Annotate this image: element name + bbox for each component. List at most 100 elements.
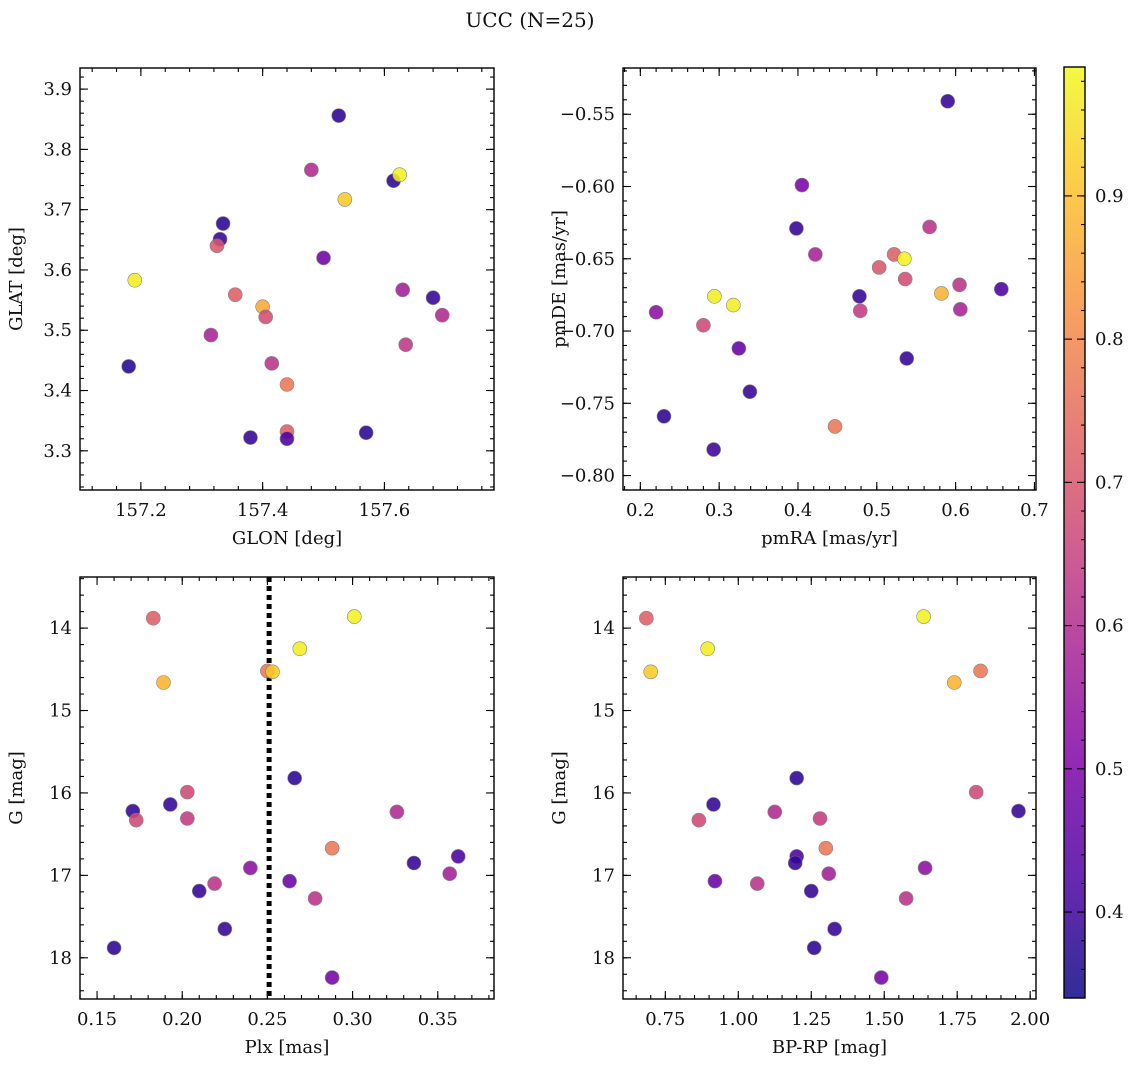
- scatter-point: [731, 341, 747, 356]
- scatter-point: [897, 271, 913, 287]
- y-tick-label: 3.3: [43, 441, 72, 462]
- scatter-point: [968, 784, 984, 800]
- scatter-panel-2: 0.2 0.3 0.4 0.5 0.6 0.7 −0.80 −0.75 −0.70 −0.65 −0…: [549, 67, 1049, 549]
- y-tick-label: −0.60: [560, 177, 615, 198]
- scatter-point: [852, 303, 868, 319]
- scatter-point: [656, 408, 672, 424]
- scatter-point: [282, 873, 297, 889]
- scatter-point: [191, 883, 207, 899]
- x-tick-label: 0.15: [77, 1009, 117, 1030]
- scatter-point: [803, 883, 819, 899]
- scatter-point: [806, 940, 822, 956]
- scatter-point: [696, 317, 711, 333]
- scatter-point: [818, 840, 834, 856]
- scatter-point: [794, 177, 810, 193]
- x-tick-label: 0.25: [247, 1009, 287, 1030]
- scatter-point: [398, 337, 414, 353]
- y-tick-label: 16: [592, 783, 615, 804]
- scatter-point: [324, 970, 340, 985]
- scatter-point: [434, 307, 450, 323]
- scatter-point: [203, 327, 219, 343]
- scatter-point: [1011, 803, 1026, 819]
- scatter-point: [395, 282, 410, 298]
- scatter-point: [180, 784, 195, 800]
- x-tick-label: 0.30: [333, 1009, 373, 1030]
- x-tick-label: 1.75: [937, 1009, 977, 1030]
- x-tick-label: 1.25: [791, 1009, 831, 1030]
- x-tick-label: 1.50: [864, 1009, 904, 1030]
- y-tick-label: −0.80: [560, 466, 615, 487]
- y-axis-label: GLAT [deg]: [6, 227, 27, 331]
- y-tick-label: −0.65: [560, 249, 615, 270]
- colorbar-tick-label: 0.7: [1095, 472, 1124, 493]
- scatter-point: [243, 860, 258, 876]
- scatter-point: [808, 247, 823, 262]
- scatter-point: [279, 431, 295, 447]
- y-tick-label: 3.8: [43, 139, 72, 160]
- scatter-point: [358, 425, 374, 441]
- scatter-point: [707, 289, 722, 304]
- scatter-point: [180, 811, 195, 826]
- scatter-point: [128, 812, 144, 828]
- scatter-point: [749, 876, 765, 891]
- scatter-point: [789, 770, 804, 786]
- x-tick-label: 0.75: [645, 1009, 685, 1030]
- y-tick-label: 3.4: [43, 381, 72, 402]
- scatter-point: [209, 238, 225, 254]
- x-tick-label: 0.6: [941, 500, 970, 521]
- colorbar: 0.4 0.5 0.6 0.7 0.8 0.9: [1063, 66, 1124, 999]
- x-tick-label: 0.4: [784, 500, 813, 521]
- colorbar-tick-label: 0.4: [1095, 902, 1124, 923]
- scatter-point: [304, 162, 319, 178]
- x-tick-label: 0.5: [862, 500, 891, 521]
- scatter-point: [227, 287, 243, 302]
- y-tick-label: 16: [49, 783, 72, 804]
- scatter-point: [639, 610, 654, 626]
- scatter-point: [264, 356, 280, 371]
- x-tick-label: 1.00: [718, 1009, 758, 1030]
- scatter-point: [127, 272, 143, 288]
- scatter-point: [307, 891, 323, 906]
- scatter-panel-1: 157.2 157.4 157.6 3.3 3.4 3.5 3.6 3.7 3.8 3.9 GLON…: [6, 67, 495, 549]
- x-tick-label: 157.6: [359, 500, 411, 521]
- y-tick-label: 15: [592, 701, 615, 722]
- scatter-point: [812, 811, 828, 826]
- scatter-point: [316, 250, 331, 266]
- scatter-point: [265, 664, 280, 680]
- x-tick-label: 0.3: [705, 500, 734, 521]
- figure-title: UCC (N=25): [465, 8, 594, 32]
- y-axis-label: G [mag]: [549, 751, 570, 824]
- y-tick-label: 15: [49, 701, 72, 722]
- scatter-point: [215, 216, 231, 231]
- scatter-point: [331, 108, 347, 123]
- colorbar-frame: [1063, 66, 1086, 999]
- scatter-panel-4: 0.75 1.00 1.25 1.50 1.75 2.00 14 15 16 17 18 BP-RP …: [549, 576, 1050, 1058]
- scatter-point: [899, 351, 915, 366]
- y-tick-label: 17: [49, 865, 72, 886]
- scatter-point: [217, 921, 233, 937]
- scatter-point: [156, 675, 171, 690]
- scatter-point: [953, 302, 968, 317]
- colorbar-tick-label: 0.5: [1095, 759, 1124, 780]
- scatter-point: [648, 304, 664, 320]
- scatter-point: [742, 384, 758, 400]
- scatter-point: [898, 891, 914, 906]
- y-tick-label: −0.75: [560, 393, 615, 414]
- scatter-point: [337, 192, 353, 207]
- y-tick-label: 3.9: [43, 79, 72, 100]
- scatter-point: [917, 860, 933, 876]
- plot-frame: [622, 576, 1037, 1000]
- scatter-point: [871, 260, 887, 275]
- scatter-point: [940, 93, 956, 109]
- scatter-point: [279, 377, 295, 392]
- y-tick-label: 3.7: [43, 200, 72, 221]
- y-tick-label: −0.55: [560, 104, 615, 125]
- colorbar-gradient: [1064, 67, 1085, 998]
- y-axis-label: G [mag]: [6, 751, 27, 824]
- scatter-point: [973, 663, 988, 679]
- scatter-point: [787, 855, 803, 871]
- plot-frame: [79, 576, 495, 1000]
- x-tick-label: 0.7: [1020, 500, 1049, 521]
- scatter-point: [106, 940, 122, 956]
